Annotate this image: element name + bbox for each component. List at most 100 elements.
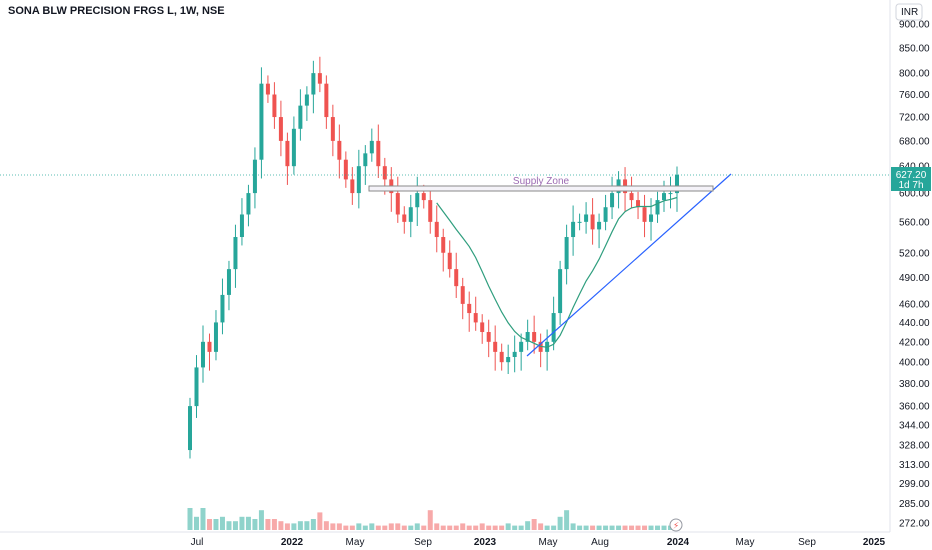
volume-bar: [512, 525, 518, 530]
candle-body: [610, 193, 615, 208]
volume-bar: [193, 516, 199, 530]
time-tick-label: Aug: [591, 537, 609, 548]
candle-body: [246, 193, 251, 215]
candle-body: [188, 406, 192, 451]
price-tick-label: 800.00: [899, 69, 930, 80]
moving-average-line[interactable]: [436, 196, 678, 348]
currency-label: INR: [901, 7, 918, 18]
price-tick-label: 720.00: [899, 113, 930, 124]
volume-bar: [473, 525, 479, 530]
volume-bar: [661, 525, 667, 530]
candle-body: [662, 193, 667, 201]
candle-body: [311, 73, 316, 95]
price-tick-label: 380.00: [899, 379, 930, 390]
volume-bar: [460, 523, 466, 530]
candle-body: [408, 207, 413, 222]
volume-bar: [206, 519, 212, 530]
candle-body: [564, 237, 569, 270]
price-tick-label: 344.00: [899, 421, 930, 432]
time-axis[interactable]: Jul 2022 May Sep 2023 May Aug 2024 May Sep 2025: [191, 537, 886, 548]
volume-bar: [648, 525, 654, 530]
candle-body: [259, 83, 264, 160]
volume-bar: [655, 525, 661, 530]
volume-bar: [258, 510, 264, 530]
candle-body: [220, 294, 225, 323]
price-tick-label: 360.00: [899, 402, 930, 413]
volume-bar: [252, 519, 258, 530]
volume-bar: [538, 523, 544, 530]
volume-bar: [590, 525, 596, 530]
candle-body: [434, 221, 439, 238]
candle-body: [558, 269, 563, 314]
time-tick-label: 2022: [281, 537, 304, 548]
price-tick-label: 520.00: [899, 248, 930, 259]
candle-body: [447, 252, 452, 270]
volume-bar: [642, 525, 648, 530]
candle-body: [454, 269, 459, 287]
volume-bar: [596, 525, 602, 530]
last-price-value: 627.20: [896, 170, 927, 181]
volume-bar: [525, 521, 531, 530]
candle-body: [369, 140, 374, 154]
price-tick-label: 313.00: [899, 460, 930, 471]
supply-zone-label: Supply Zone: [513, 176, 570, 187]
time-tick-label: Sep: [414, 537, 432, 548]
volume-bar: [603, 525, 609, 530]
volume-bar: [187, 508, 193, 530]
candle-body: [200, 341, 205, 368]
volume-bars: [187, 508, 680, 530]
volume-bar: [395, 523, 401, 530]
candle-body: [233, 237, 238, 270]
volume-bar: [453, 525, 459, 530]
candle-body: [603, 207, 608, 222]
volume-bar: [421, 525, 427, 530]
candle-body: [499, 351, 504, 363]
candle-body: [363, 153, 368, 167]
currency-box[interactable]: [895, 3, 923, 21]
time-tick-label: Jul: [191, 537, 204, 548]
ascending-trendline[interactable]: [526, 173, 732, 357]
volume-bar: [629, 525, 635, 530]
volume-bar: [343, 525, 349, 530]
volume-bar: [447, 525, 453, 530]
volume-bar: [609, 525, 615, 530]
candle-body: [337, 140, 342, 160]
candle-body: [480, 322, 485, 333]
candle-body: [584, 214, 589, 222]
candle-body: [519, 341, 524, 352]
volume-bar: [317, 512, 323, 530]
candle-body: [278, 117, 283, 141]
lightning-icon[interactable]: [669, 518, 683, 532]
candle-body: [525, 332, 530, 342]
price-tick-label: 285.00: [899, 499, 930, 510]
bar-countdown: 1d 7h: [898, 180, 923, 191]
candle-body: [285, 140, 290, 167]
volume-bar: [583, 525, 589, 530]
volume-bar: [349, 525, 355, 530]
candle-body: [415, 193, 420, 208]
volume-bar: [356, 523, 362, 530]
candle-body: [291, 128, 296, 167]
candle-body: [376, 140, 381, 167]
volume-bar: [213, 519, 219, 530]
candle-body: [597, 221, 602, 230]
volume-bar: [440, 525, 446, 530]
lightning-glyph: ⚡: [673, 521, 679, 531]
price-tick-label: 560.00: [899, 217, 930, 228]
volume-bar: [401, 525, 407, 530]
candle-body: [207, 341, 212, 352]
candle-body: [356, 166, 361, 194]
price-tick-label: 600.00: [899, 189, 930, 200]
price-axis[interactable]: 900.00850.00800.00760.00720.00680.00640.…: [899, 20, 930, 530]
time-tick-label: 2024: [667, 537, 690, 548]
volume-bar: [551, 525, 557, 530]
volume-bar: [239, 516, 245, 530]
price-tick-label: 272.00: [899, 519, 930, 530]
candle-body: [675, 174, 679, 194]
supply-zone-box[interactable]: [368, 185, 714, 192]
volume-bar: [505, 523, 511, 530]
volume-bar: [434, 523, 440, 530]
candle-body: [421, 193, 426, 201]
candle-body: [590, 214, 595, 230]
